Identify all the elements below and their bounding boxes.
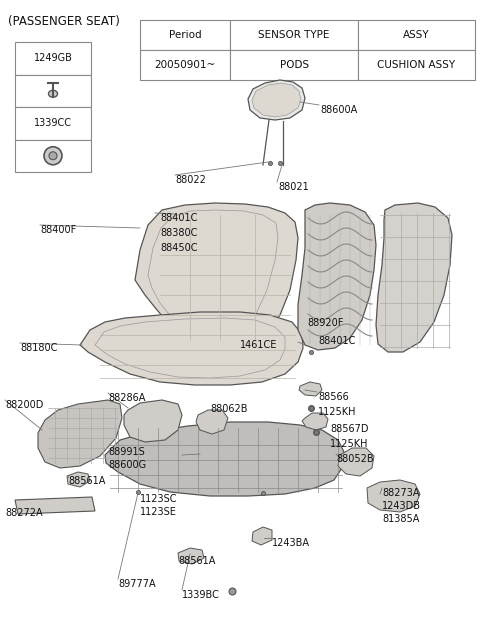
- Bar: [230, 20, 358, 50]
- Text: 88200D: 88200D: [5, 400, 43, 410]
- Text: (PASSENGER SEAT): (PASSENGER SEAT): [8, 15, 120, 28]
- Polygon shape: [299, 382, 322, 396]
- Bar: [15, 42, 91, 74]
- Text: 88401C: 88401C: [318, 336, 355, 346]
- Text: 1123SC: 1123SC: [140, 494, 178, 504]
- Text: ASSY: ASSY: [403, 30, 430, 40]
- Text: CUSHION ASSY: CUSHION ASSY: [377, 60, 456, 70]
- Text: 1125KH: 1125KH: [330, 439, 369, 449]
- Polygon shape: [38, 400, 122, 468]
- Polygon shape: [178, 548, 204, 564]
- Polygon shape: [302, 413, 328, 430]
- Text: 88272A: 88272A: [5, 508, 43, 518]
- Polygon shape: [124, 400, 182, 442]
- Bar: [15, 74, 91, 107]
- Text: 88566: 88566: [318, 392, 349, 402]
- Text: 88450C: 88450C: [160, 243, 197, 253]
- Polygon shape: [67, 472, 90, 487]
- Text: 88273A: 88273A: [382, 488, 420, 498]
- Text: 88180C: 88180C: [20, 343, 58, 353]
- Polygon shape: [135, 203, 298, 348]
- Text: PODS: PODS: [279, 60, 309, 70]
- Polygon shape: [338, 448, 374, 476]
- Text: 1243BA: 1243BA: [272, 538, 310, 548]
- Circle shape: [44, 147, 62, 165]
- Text: 88567D: 88567D: [330, 424, 369, 434]
- Bar: [140, 50, 230, 80]
- Text: 88062B: 88062B: [210, 404, 248, 414]
- Text: Period: Period: [169, 30, 202, 40]
- Polygon shape: [367, 480, 420, 512]
- Polygon shape: [248, 80, 305, 120]
- Text: 88561A: 88561A: [68, 476, 106, 486]
- Polygon shape: [105, 422, 344, 496]
- Text: 1461CE: 1461CE: [240, 340, 277, 350]
- Circle shape: [49, 152, 57, 160]
- Polygon shape: [252, 527, 272, 545]
- Text: 81385A: 81385A: [382, 514, 420, 524]
- Text: 88021: 88021: [278, 182, 309, 192]
- Bar: [15, 107, 91, 140]
- Text: 1125KH: 1125KH: [318, 407, 357, 417]
- Text: 88022: 88022: [175, 175, 206, 185]
- Text: 1339CC: 1339CC: [34, 118, 72, 128]
- Text: SENSOR TYPE: SENSOR TYPE: [258, 30, 330, 40]
- Bar: [358, 50, 475, 80]
- Polygon shape: [252, 83, 301, 117]
- Text: 1123SE: 1123SE: [140, 507, 177, 517]
- Bar: [15, 140, 91, 172]
- Ellipse shape: [48, 90, 58, 97]
- Text: 88600G: 88600G: [108, 460, 146, 470]
- Text: 88052B: 88052B: [336, 454, 373, 464]
- Text: 89777A: 89777A: [118, 579, 156, 589]
- Text: 1243DB: 1243DB: [382, 501, 421, 511]
- Text: 88991S: 88991S: [108, 447, 145, 457]
- Polygon shape: [298, 203, 376, 350]
- Polygon shape: [80, 312, 303, 385]
- Polygon shape: [196, 410, 228, 434]
- Bar: [140, 20, 230, 50]
- Polygon shape: [376, 203, 452, 352]
- Bar: [230, 50, 358, 80]
- Text: 88561A: 88561A: [178, 556, 216, 566]
- Polygon shape: [15, 497, 95, 514]
- Text: 88401C: 88401C: [160, 213, 197, 223]
- Bar: [358, 20, 475, 50]
- Text: 88600A: 88600A: [320, 105, 357, 115]
- Text: 88920F: 88920F: [307, 318, 343, 328]
- Text: 20050901~: 20050901~: [155, 60, 216, 70]
- Text: 1339BC: 1339BC: [182, 590, 220, 600]
- Text: 88286A: 88286A: [108, 393, 145, 403]
- Text: 88400F: 88400F: [40, 225, 76, 235]
- Text: 88380C: 88380C: [160, 228, 197, 238]
- Text: 1249GB: 1249GB: [34, 53, 72, 64]
